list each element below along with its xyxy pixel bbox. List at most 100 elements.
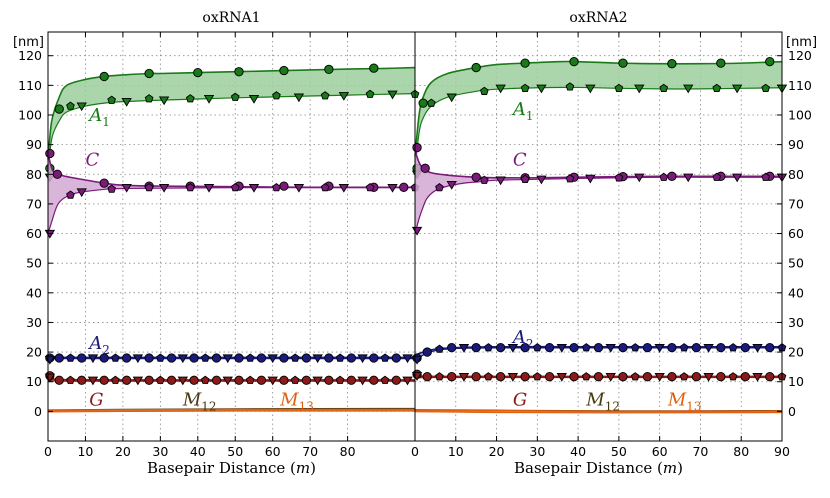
- marker-circle-A2: [667, 342, 677, 353]
- marker-pentagon-A2: [200, 353, 210, 362]
- marker-pentagon-A1: [144, 94, 154, 103]
- y-tick-label: 70: [26, 196, 42, 211]
- marker-circle-A2: [569, 342, 579, 353]
- marker-pentagon-C: [66, 190, 75, 199]
- marker-pentagon-C: [230, 183, 240, 192]
- x-tick-label: 80: [733, 444, 749, 459]
- marker-circle-A1: [418, 98, 428, 108]
- marker-pentagon-G: [679, 372, 689, 381]
- marker-pentagon-A2: [435, 344, 444, 353]
- marker-triangle-G: [402, 376, 413, 386]
- marker-circle-A2: [544, 342, 555, 353]
- marker-pentagon-A2: [66, 353, 75, 362]
- marker-triangle-C: [121, 183, 132, 193]
- marker-triangle-G: [267, 376, 278, 386]
- marker-circle-C: [99, 178, 109, 188]
- series-A1: [411, 56, 788, 180]
- curve-label: M13: [279, 389, 314, 413]
- marker-pentagon-A1: [761, 83, 771, 93]
- marker-pentagon-A1: [659, 83, 669, 93]
- line-lower-A1: [414, 86, 783, 169]
- x-tick-label: 60: [265, 444, 281, 459]
- marker-circle-G: [691, 372, 702, 382]
- y-tick-label: 0: [34, 404, 42, 419]
- curve-label: A2: [87, 333, 110, 357]
- marker-circle-A1: [618, 58, 628, 68]
- marker-circle-A2: [301, 353, 312, 363]
- marker-circle-A1: [716, 58, 726, 68]
- grid: [415, 32, 782, 441]
- marker-triangle-A1: [76, 102, 87, 112]
- marker-circle-G: [99, 375, 109, 385]
- curve-label: G: [513, 389, 527, 410]
- marker-triangle-G: [357, 376, 368, 386]
- y-tick-label: 50: [788, 256, 804, 271]
- marker-circle-G: [544, 372, 555, 382]
- marker-triangle-G: [132, 376, 144, 386]
- marker-triangle-A2: [312, 354, 323, 364]
- marker-triangle-A1: [634, 84, 645, 94]
- marker-pentagon-A2: [156, 353, 165, 362]
- marker-pentagon-A1: [712, 83, 722, 93]
- marker-circle-G: [642, 372, 653, 382]
- line-upper-C: [414, 150, 782, 179]
- marker-circle-A2: [234, 353, 244, 363]
- marker-pentagon-A2: [581, 343, 591, 352]
- marker-triangle-A2: [177, 354, 189, 364]
- marker-circle-A2: [618, 342, 628, 353]
- marker-circle-G: [593, 372, 604, 382]
- y-tick-label: 40: [788, 285, 804, 300]
- curve-label: M12: [585, 389, 620, 413]
- marker-circle-A1: [520, 58, 530, 68]
- marker-circle-G: [569, 372, 579, 382]
- y-tick-label: 80: [788, 167, 804, 182]
- marker-triangle-A2: [357, 354, 368, 364]
- marker-triangle-C: [293, 183, 305, 193]
- x-tick-label: 20: [115, 444, 131, 459]
- marker-triangle-C: [495, 176, 506, 186]
- marker-circle-A2: [256, 353, 267, 363]
- marker-triangle-A1: [585, 84, 596, 94]
- marker-triangle-G: [507, 373, 519, 382]
- marker-triangle-C: [248, 183, 260, 193]
- marker-circle-G: [279, 375, 289, 385]
- series-C: [44, 148, 420, 239]
- marker-circle-A1: [471, 62, 481, 73]
- marker-circle-G: [256, 375, 267, 385]
- marker-circle-A2: [495, 342, 506, 353]
- marker-circle-A2: [144, 353, 154, 363]
- panel-title: oxRNA2: [569, 10, 627, 26]
- marker-circle-A1: [369, 63, 379, 73]
- marker-triangle-A1: [248, 95, 260, 104]
- line-upper-M13: [414, 409, 783, 413]
- marker-triangle-A2: [87, 354, 99, 364]
- marker-triangle-A1: [536, 84, 547, 94]
- marker-circle-G: [211, 375, 222, 385]
- marker-circle-A2: [593, 342, 604, 353]
- marker-pentagon-G: [245, 375, 255, 384]
- marker-circle-G: [740, 372, 750, 382]
- marker-circle-A2: [471, 342, 481, 353]
- marker-circle-A1: [765, 56, 775, 67]
- marker-circle-A1: [234, 67, 244, 77]
- marker-triangle-A2: [132, 354, 144, 364]
- marker-circle-C: [471, 172, 481, 182]
- marker-circle-A2: [346, 353, 356, 363]
- marker-pentagon-C: [435, 183, 444, 192]
- marker-pentagon-G: [728, 372, 738, 381]
- series-G: [411, 369, 787, 382]
- marker-pentagon-G: [66, 375, 75, 384]
- x-tick-label: 70: [302, 444, 318, 459]
- marker-triangle-C: [683, 173, 694, 183]
- marker-circle-G: [520, 372, 530, 382]
- x-tick-label: 10: [77, 444, 93, 459]
- marker-pentagon-G: [484, 372, 493, 381]
- marker-circle-A1: [667, 59, 677, 69]
- curve-label: G: [89, 389, 103, 410]
- marker-triangle-A2: [654, 343, 665, 353]
- marker-pentagon-A1: [230, 92, 240, 101]
- curve-label: A1: [511, 99, 534, 123]
- marker-triangle-A2: [556, 343, 567, 353]
- series-C: [411, 142, 788, 236]
- marker-triangle-G: [312, 376, 323, 386]
